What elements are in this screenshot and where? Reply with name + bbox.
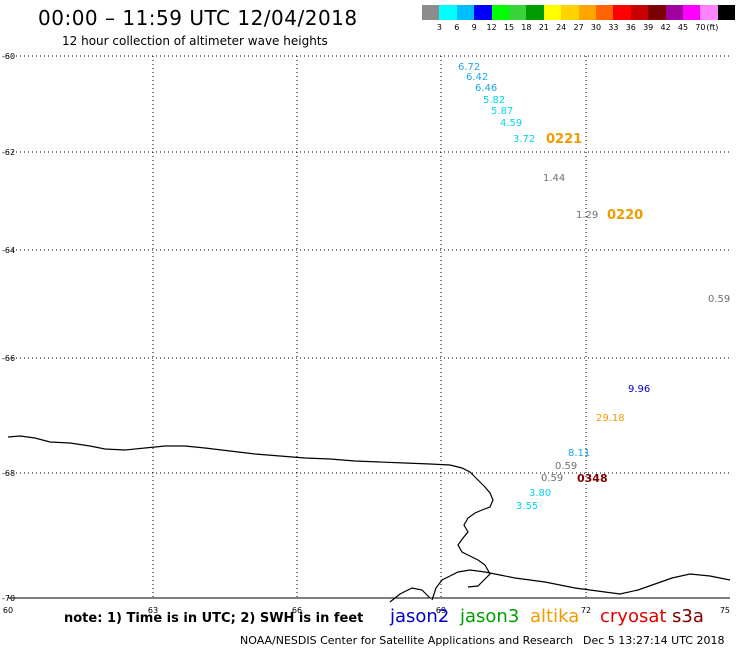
- color-scale-label: 70: [695, 23, 706, 32]
- wave-height-value: 6.72: [458, 62, 480, 73]
- latitude-label: -68: [2, 469, 15, 478]
- color-swatch: [491, 5, 509, 20]
- wave-height-value: 3.55: [516, 501, 538, 512]
- page-subtitle: 12 hour collection of altimeter wave hei…: [62, 34, 328, 48]
- wave-height-value: 0221: [546, 132, 582, 147]
- coastline: [7, 435, 494, 588]
- color-scale-label: 18: [521, 23, 532, 32]
- latitude-label: -70: [2, 594, 15, 603]
- longitude-label: 69: [436, 606, 446, 615]
- wave-height-value: 0348: [577, 472, 608, 485]
- color-swatch: [526, 5, 544, 20]
- latitude-label: -66: [2, 354, 15, 363]
- wave-height-value: 0220: [607, 208, 643, 223]
- wave-height-value: 9.96: [628, 384, 650, 395]
- color-scale-label: 3: [436, 23, 442, 32]
- latitude-label: -62: [2, 148, 15, 157]
- color-swatch: [613, 5, 631, 20]
- color-swatch: [456, 5, 475, 20]
- satellite-jason3: jason3: [460, 606, 520, 627]
- wave-height-value: 6.42: [466, 72, 488, 83]
- color-swatch: [717, 5, 736, 20]
- wave-height-value: 0.59: [555, 461, 577, 472]
- color-scale-label: 6: [454, 23, 460, 32]
- color-scale-label: 45: [677, 23, 689, 32]
- longitude-label: 60: [3, 606, 13, 615]
- wave-height-value: 4.59: [500, 118, 522, 129]
- satellite-jason2: jason2: [390, 606, 450, 627]
- wave-height-value: 3.72: [513, 134, 535, 145]
- observation-labels: 6.726.426.465.825.874.59 3.72 0221 1.44 1.29…: [458, 62, 730, 512]
- color-swatch: [422, 5, 440, 20]
- wave-height-value: 5.82: [483, 95, 505, 106]
- longitude-label: 66: [292, 606, 302, 615]
- color-swatch: [648, 5, 666, 20]
- latitude-label: -60: [2, 52, 15, 61]
- wave-height-value: 5.87: [491, 106, 513, 117]
- longitude-label: 72: [581, 606, 591, 615]
- color-scale-label: 24: [556, 23, 567, 32]
- footer-timestamp: Dec 5 13:27:14 UTC 2018: [583, 634, 725, 647]
- color-scale-label: 42: [660, 23, 671, 32]
- color-swatch: [474, 5, 492, 20]
- color-scale-unit: (ft): [706, 23, 719, 32]
- color-swatch: [630, 5, 649, 20]
- page-title: 00:00 – 11:59 UTC 12/04/2018: [38, 6, 358, 30]
- wave-height-value: 0.59: [541, 473, 563, 484]
- color-scale-label: 15: [503, 23, 515, 32]
- note-text: note: 1) Time is in UTC; 2) SWH is in fe…: [64, 611, 364, 626]
- coastline-south: [389, 587, 431, 603]
- map-grid: -60 -62 -64 -66 -68 -70 60 63 66 69 72 75: [2, 52, 730, 615]
- wave-height-value: 1.29: [576, 210, 598, 221]
- satellite-cryosat: cryosat: [600, 606, 667, 627]
- color-swatch: [543, 5, 562, 20]
- color-swatch: [509, 5, 527, 20]
- color-swatch: [439, 5, 457, 20]
- color-scale-label: 36: [625, 23, 636, 32]
- longitude-label: 75: [720, 606, 730, 615]
- wave-height-value: 6.46: [475, 83, 497, 94]
- color-swatch: [665, 5, 683, 20]
- color-swatch: [578, 5, 596, 20]
- satellite-altika: altika: [530, 606, 580, 627]
- wave-height-value: 8.11: [568, 448, 590, 459]
- coastline-east: [431, 569, 731, 601]
- color-scale-label: 30: [590, 23, 602, 32]
- color-swatch: [596, 5, 614, 20]
- footer-credit: NOAA/NESDIS Center for Satellite Applica…: [240, 634, 574, 647]
- latitude-label: -64: [2, 246, 15, 255]
- color-swatch: [561, 5, 579, 20]
- color-scale-label: 12: [486, 23, 497, 32]
- wave-height-value: 3.80: [529, 488, 551, 499]
- wave-height-value: 29.18: [596, 413, 625, 424]
- color-scale-label: 39: [643, 23, 654, 32]
- color-scale-label: 9: [471, 23, 477, 32]
- color-swatch: [683, 5, 701, 20]
- color-scale-label: 27: [573, 23, 584, 32]
- color-scale-label: 33: [608, 23, 619, 32]
- satellite-s3a: s3a: [672, 606, 704, 627]
- wave-height-value: 1.44: [543, 173, 565, 184]
- longitude-label: 63: [148, 606, 158, 615]
- wave-height-value: 0.59: [708, 294, 730, 305]
- color-swatch: [700, 5, 718, 20]
- color-scale-label: 21: [538, 23, 549, 32]
